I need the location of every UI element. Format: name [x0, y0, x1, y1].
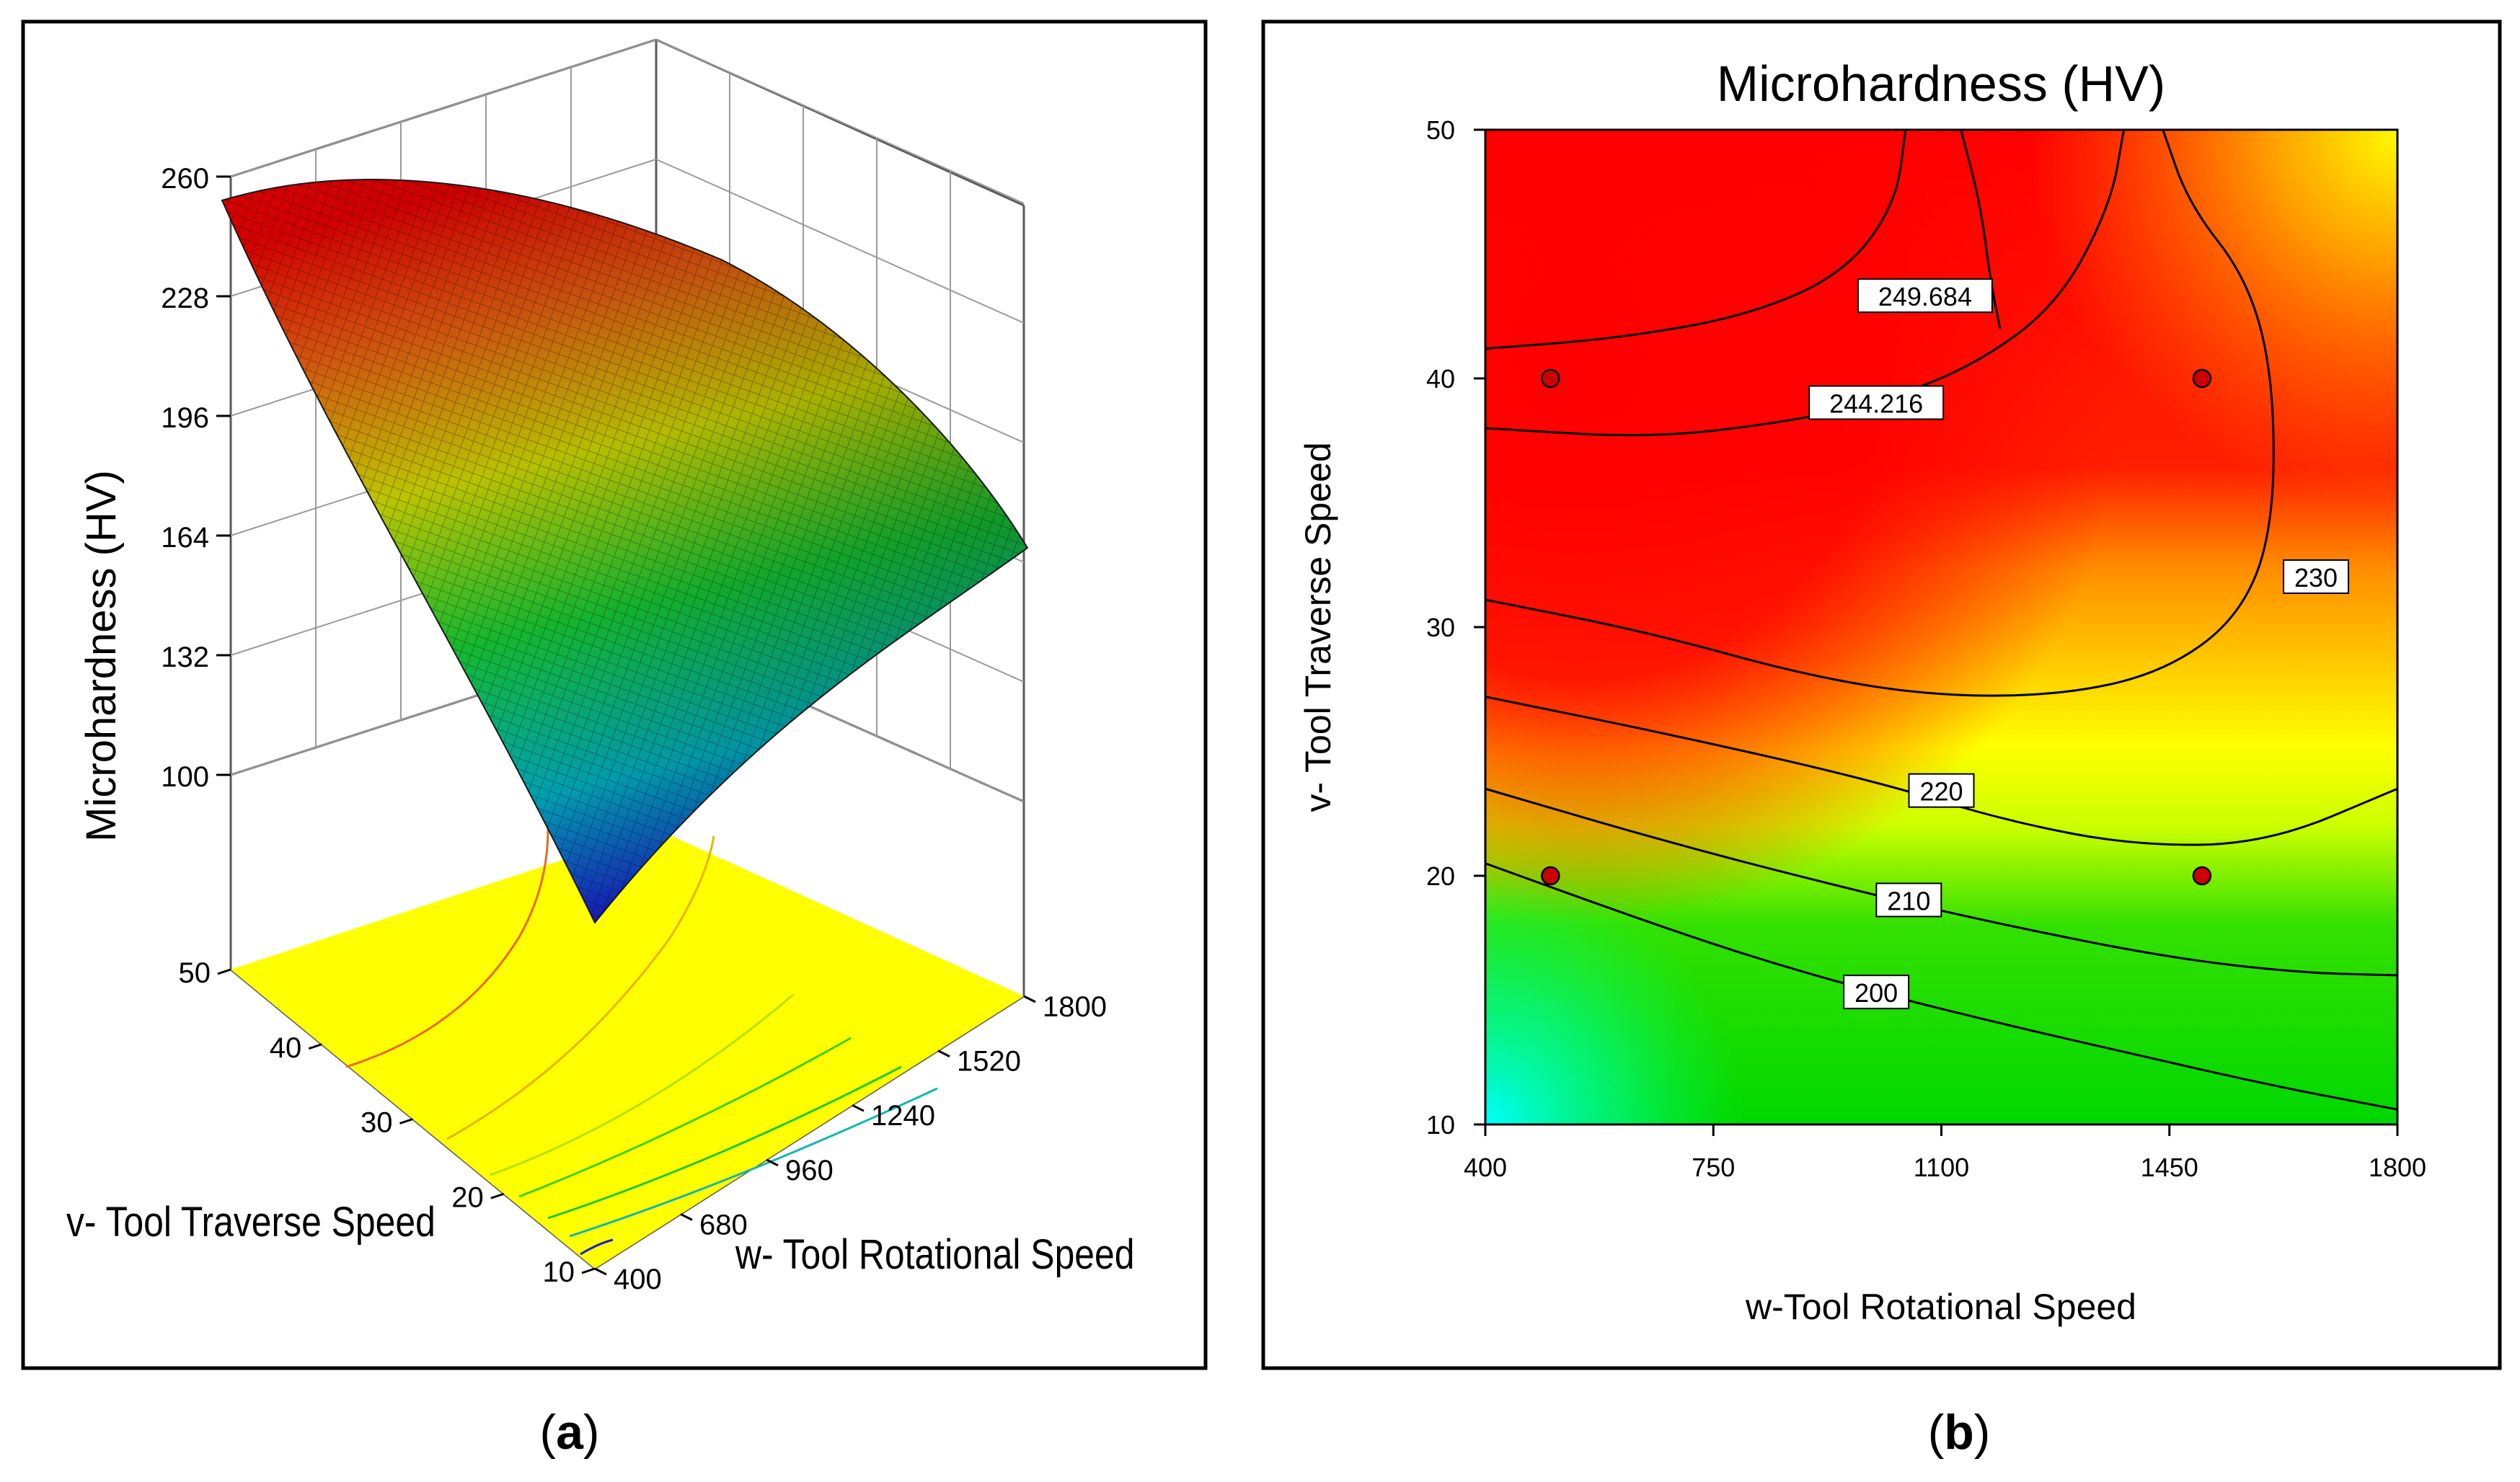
panel-a-x-tick-label: 960 [785, 1155, 834, 1186]
panel-b-x-tick-label: 1450 [2141, 1153, 2198, 1182]
contour-label: 210 [1887, 887, 1930, 916]
contour-label: 220 [1919, 777, 1963, 807]
contour-label: 249.684 [1878, 282, 1972, 311]
panel-b-y-axis-title: v- Tool Traverse Speed [1298, 442, 1338, 812]
contour-label: 230 [2294, 563, 2338, 593]
panel-b-y-tick-label: 10 [1426, 1110, 1455, 1140]
figure: 100132164196228260 1020304050 4006809601… [0, 0, 2520, 1482]
panel-b-title: Microhardness (HV) [1717, 56, 2165, 112]
panel-a-y-tick-label: 30 [361, 1107, 393, 1139]
panel-b-y-tick-label: 20 [1426, 861, 1455, 891]
panel-a-y-tick-label: 20 [451, 1181, 484, 1213]
panel-a-x-tick-label: 1800 [1043, 991, 1107, 1023]
panel-a-caption: (a) [539, 1405, 599, 1460]
panel-a-x-tick-label: 400 [614, 1264, 662, 1295]
panel-a-y-axis-title: v- Tool Traverse Speed [66, 1199, 436, 1246]
panel-a-z-tick-label: 164 [161, 522, 209, 554]
panel-a-y-tick-label: 40 [270, 1032, 302, 1064]
design-point [1542, 867, 1559, 884]
panel-a-caption-letter: a [556, 1405, 584, 1460]
panel-b-x-tick-label: 750 [1692, 1153, 1735, 1182]
panel-a-z-tick-label: 260 [161, 163, 209, 195]
contour-label: 244.216 [1829, 389, 1923, 419]
panel-b-x-tick-label: 1800 [2369, 1153, 2426, 1182]
panel-a-z-tick-label: 100 [161, 761, 209, 793]
panel-a-x-tick-label: 1520 [957, 1046, 1021, 1078]
panel-b-caption-letter: b [1944, 1405, 1974, 1460]
design-point [2193, 867, 2211, 884]
panel-a-z-tick-label: 228 [161, 283, 209, 314]
panel-a-z-axis-title: Microhardness (HV) [78, 470, 125, 842]
panel-a-y-tick-label: 50 [179, 957, 211, 989]
panel-b-x-tick-label: 400 [1464, 1153, 1507, 1182]
panel-b-y-tick-label: 50 [1426, 115, 1455, 145]
panel-b-caption: (b) [1928, 1405, 1991, 1460]
design-point [2193, 370, 2211, 387]
panel-a-y-tick-label: 10 [543, 1256, 575, 1288]
panel-b-x-tick-label: 1100 [1914, 1153, 1969, 1182]
panel-a-x-tick-label: 1240 [871, 1100, 935, 1132]
panel-a-z-tick-label: 132 [161, 642, 209, 673]
panel-b-y-tick-label: 40 [1426, 364, 1455, 394]
panel-b-x-axis-title: w-Tool Rotational Speed [1745, 1287, 2136, 1327]
contour-label: 200 [1854, 978, 1898, 1008]
panel-b-y-tick-label: 30 [1426, 613, 1455, 642]
panel-a-z-tick-label: 196 [161, 402, 209, 434]
design-point [1542, 370, 1559, 387]
panel-a-x-axis-title: w- Tool Rotational Speed [735, 1232, 1134, 1278]
